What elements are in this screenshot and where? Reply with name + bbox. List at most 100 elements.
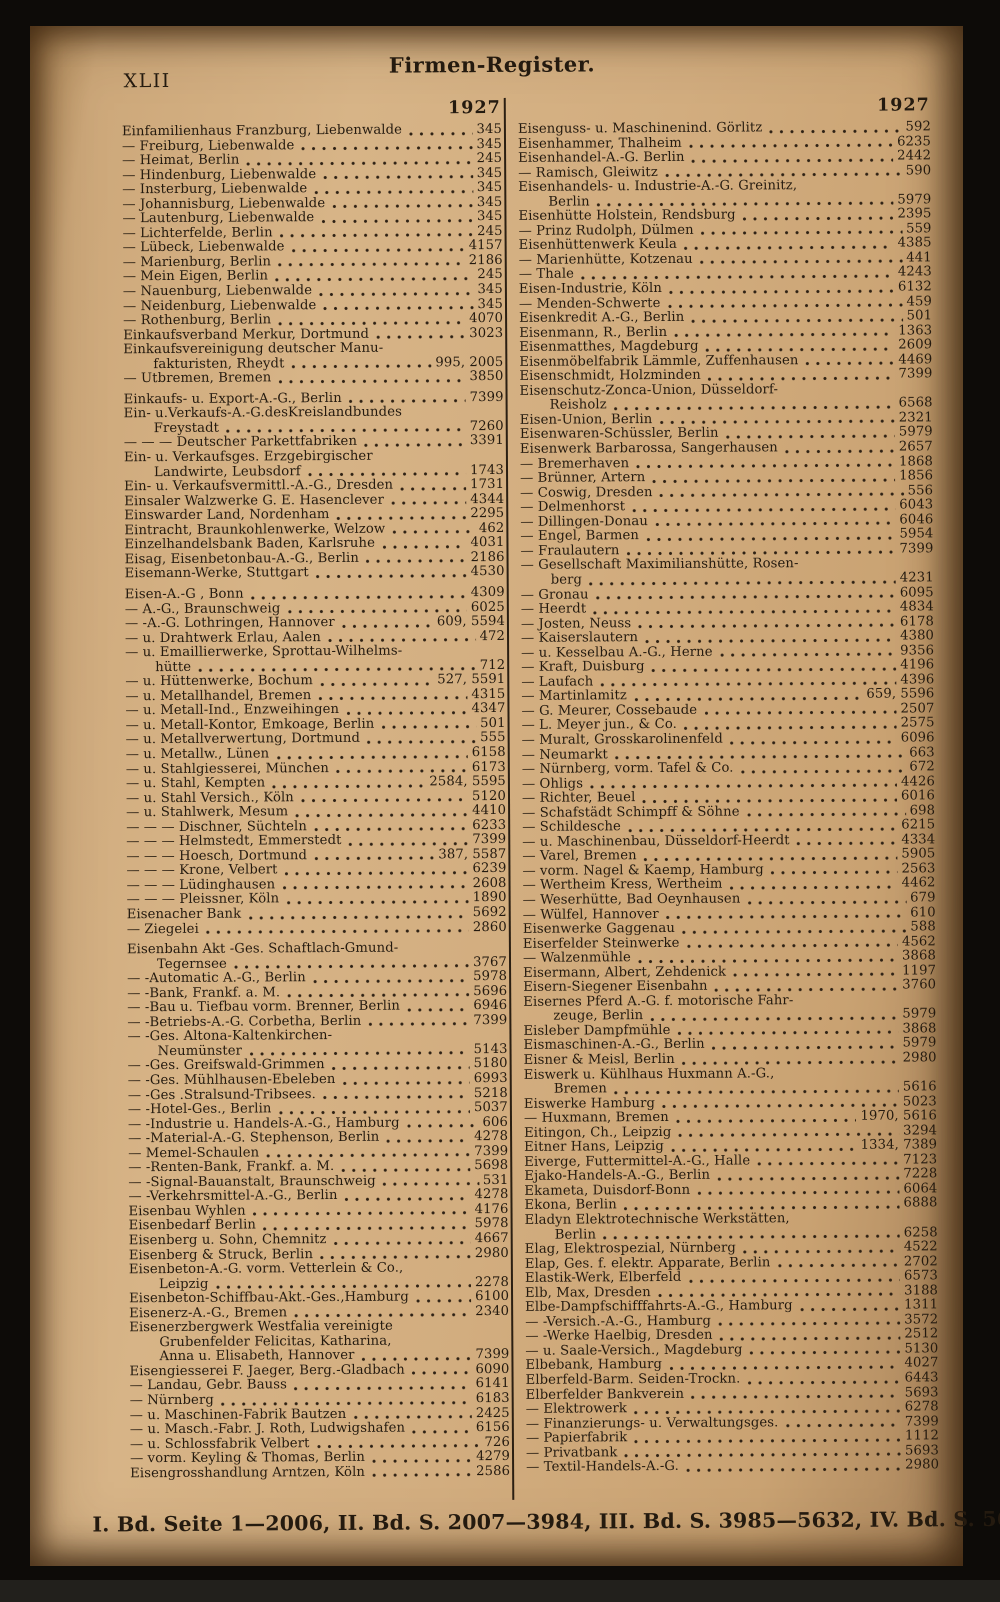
entry-page-number: 7399 — [472, 832, 507, 848]
entry-page-number: 2425 — [475, 1405, 510, 1421]
entry-page-number: 7399 — [899, 541, 934, 557]
entry-page-number: 6025 — [470, 599, 505, 615]
dot-leader — [674, 331, 895, 339]
dot-leader — [411, 1370, 472, 1377]
dot-leader — [323, 174, 473, 181]
entry-page-number: 6183 — [475, 1390, 510, 1407]
entry-name: — u. Maschinenbau, Düsseldorf-Heerdt — [522, 833, 790, 850]
entry-line: fakturisten, Rheydt 995, 2005 — [123, 355, 503, 373]
dot-leader — [634, 1408, 901, 1415]
dot-leader — [316, 1443, 481, 1450]
dot-leader — [719, 1335, 901, 1342]
dot-leader — [681, 928, 907, 935]
entry-page-number: 726 — [484, 1434, 510, 1450]
entry-page-number: 5120 — [471, 788, 507, 804]
dot-leader — [294, 1312, 472, 1319]
entry-page-number: 7260 — [469, 418, 504, 435]
dot-leader — [307, 471, 467, 478]
entry-page-number: 6141 — [475, 1376, 510, 1392]
directory-columns: 1927 Einfamilienhaus Franzburg, Liebenwa… — [122, 95, 940, 1502]
dot-leader — [220, 1399, 472, 1407]
entry-page-number: 698 — [909, 803, 936, 819]
dot-leader — [314, 855, 435, 862]
entry-page-number: 5693 — [904, 1443, 940, 1459]
entry-page-number: 6016 — [900, 788, 936, 804]
entry-page-number: 2563 — [901, 861, 936, 877]
entry-page-number: 6178 — [899, 613, 934, 630]
dot-leader — [300, 797, 469, 804]
entry-page-number: 6046 — [899, 512, 934, 528]
dot-leader — [301, 145, 473, 152]
directory-entry: Eisengrosshandlung Arntzen, Köln 2586 — [130, 1464, 510, 1482]
entry-page-number: 4396 — [900, 672, 935, 688]
entry-page-number: 4157 — [468, 238, 503, 254]
entry-page-number: 3760 — [902, 977, 937, 993]
directory-entry: Eisenbahn Akt -Ges. Schaftlach-Gmund- Teg… — [127, 941, 507, 972]
dot-leader — [291, 363, 432, 370]
entry-page-number: 2186 — [470, 549, 505, 566]
entry-name: — Gesellschaft Maximilianshütte, Rosen- — [520, 556, 799, 574]
entry-name: — Weserhütte, Bad Oeynhausen — [522, 891, 741, 908]
dot-leader — [700, 229, 903, 237]
entry-page-number: 5978 — [473, 969, 508, 985]
dot-leader — [659, 491, 904, 499]
entry-page-number: 5905 — [901, 846, 936, 862]
entry-page-number: 5979 — [902, 1035, 937, 1051]
entry-page-number: 1112 — [904, 1428, 939, 1444]
entry-page-number: 245 — [477, 223, 503, 239]
entry-page-number: 610 — [910, 904, 936, 921]
entry-page-number: 679 — [910, 890, 936, 906]
entry-name: Ein- u. Verkaufsges. Erzgebirgischer — [123, 448, 373, 466]
dot-leader — [382, 544, 467, 550]
column-left: 1927 Einfamilienhaus Franzburg, Liebenwa… — [122, 98, 511, 1502]
entry-name: — Engel, Barmen — [520, 528, 639, 545]
entry-page-number: 4031 — [470, 535, 505, 551]
directory-entry: — — — Hoesch, Dortmund 387, 5587 — [126, 847, 506, 865]
entry-page-number: 1334, 7389 — [860, 1137, 938, 1154]
entry-page-number: 2295 — [470, 506, 505, 522]
dot-leader — [677, 1030, 899, 1037]
dot-leader — [729, 739, 897, 746]
entry-page-number: 345 — [477, 296, 504, 312]
dot-leader — [667, 302, 903, 310]
dot-leader — [624, 1451, 902, 1459]
entry-page-number: 4176 — [474, 1201, 509, 1218]
dot-leader — [623, 1204, 900, 1212]
entry-page-number: 2278 — [474, 1274, 510, 1290]
entry-page-number: 4410 — [472, 803, 507, 819]
entry-page-number: 5954 — [899, 526, 934, 542]
entry-page-number: 6043 — [899, 497, 934, 513]
dot-leader — [353, 1414, 472, 1421]
dot-leader — [686, 942, 898, 950]
dot-leader — [757, 1160, 900, 1167]
entry-page-number: 3023 — [469, 325, 504, 341]
directory-entry: — -Ges. Altona-Kaltenkirchen- Neumünster 5… — [127, 1028, 507, 1059]
entry-page-number: 1731 — [470, 477, 505, 493]
dot-leader — [691, 317, 903, 324]
book-page: XLII Firmen-Register. 1927 Einfamilienha… — [30, 26, 1000, 1566]
dot-leader — [278, 378, 466, 385]
dot-leader — [633, 695, 863, 703]
dot-leader — [367, 739, 477, 745]
dot-leader — [707, 375, 895, 382]
entry-page-number: 588 — [910, 919, 936, 935]
dot-leader — [742, 215, 894, 222]
entry-page-number: 527, 5591 — [437, 672, 506, 688]
dot-leader — [684, 244, 894, 251]
dot-leader — [392, 529, 475, 535]
entry-page-number: 462 — [478, 520, 505, 536]
directory-entry: — Martinlamitz 659, 5596 — [521, 687, 934, 705]
dot-leader — [341, 1166, 471, 1173]
entry-name: Eisengrosshandlung Arntzen, Köln — [130, 1464, 366, 1482]
dot-leader — [664, 171, 902, 179]
dot-leader — [805, 360, 895, 367]
entry-page-number: 459 — [906, 293, 933, 310]
dot-leader — [319, 290, 474, 297]
directory-entry: — u. Hüttenwerke, Bochum 527, 5591 — [125, 672, 506, 690]
entry-page-number: 6258 — [903, 1224, 938, 1241]
entry-page-number: 4834 — [899, 599, 934, 615]
year-header-right: 1927 — [877, 95, 930, 116]
entry-page-number: 2702 — [903, 1253, 938, 1270]
entry-page-number: 6946 — [473, 998, 508, 1014]
